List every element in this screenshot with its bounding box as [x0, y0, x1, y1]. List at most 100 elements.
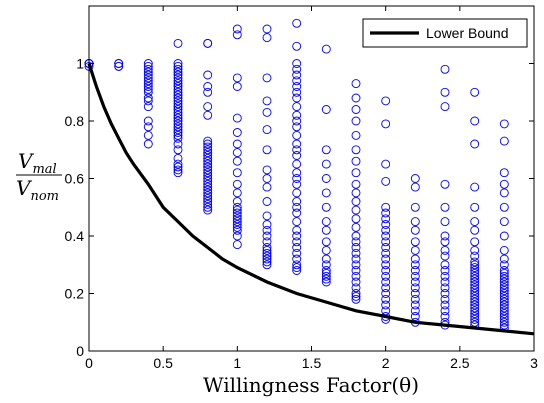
scatter-point: [203, 202, 213, 212]
scatter-point: [470, 260, 480, 270]
scatter-point: [499, 317, 509, 327]
scatter-point: [173, 90, 183, 100]
scatter-point: [173, 122, 183, 132]
scatter-point: [232, 197, 242, 206]
scatter-point: [499, 188, 509, 198]
scatter-point: [292, 64, 302, 74]
scatter-point: [470, 306, 480, 316]
scatter-point: [499, 274, 509, 284]
scatter-point: [321, 266, 331, 275]
scatter-point: [381, 119, 391, 129]
scatter-point: [410, 225, 420, 235]
scatter-point: [381, 254, 391, 264]
scatter-point: [173, 79, 183, 89]
scatter-point: [381, 277, 391, 287]
scatter-point: [321, 271, 331, 281]
scatter-point: [262, 73, 272, 83]
scatter-point: [203, 145, 213, 155]
scatter-point: [440, 87, 450, 97]
y-tick-label: 0.4: [65, 228, 85, 244]
scatter-point: [292, 110, 302, 120]
scatter-point: [292, 116, 302, 126]
scatter-point: [410, 237, 420, 247]
scatter-point: [499, 314, 509, 324]
scatter-point: [351, 248, 361, 258]
scatter-point: [351, 197, 361, 206]
y-tick-label: 0.2: [65, 286, 85, 302]
scatter-point: [232, 30, 242, 40]
scatter-point: [499, 260, 509, 270]
scatter-point: [499, 119, 509, 129]
scatter-point: [381, 231, 391, 241]
scatter-point: [292, 93, 302, 103]
scatter-point: [470, 300, 480, 310]
scatter-point: [381, 294, 391, 304]
scatter-point: [470, 289, 480, 298]
scatter-point: [351, 266, 361, 275]
scatter-point: [203, 153, 213, 163]
scatter-point: [173, 96, 183, 106]
scatter-point: [321, 145, 331, 155]
scatter-point: [292, 130, 302, 140]
scatter-point: [410, 182, 420, 192]
scatter-point: [232, 202, 242, 212]
scatter-point: [440, 289, 450, 298]
scatter-point: [410, 294, 420, 304]
x-axis-title: Willingness Factor(θ): [203, 373, 419, 397]
scatter-point: [381, 248, 391, 258]
scatter-point: [173, 119, 183, 129]
scatter-point: [203, 185, 213, 195]
scatter-point: [114, 59, 124, 68]
scatter-point: [321, 188, 331, 198]
scatter-point: [470, 303, 480, 313]
scatter-point: [381, 237, 391, 247]
scatter-point: [499, 297, 509, 307]
scatter-point: [292, 179, 302, 189]
scatter-point: [292, 70, 302, 80]
scatter-point: [292, 122, 302, 132]
scatter-point: [262, 251, 272, 261]
scatter-point: [351, 179, 361, 189]
scatter-point: [292, 168, 302, 178]
scatter-point: [381, 159, 391, 169]
scatter-point: [499, 300, 509, 310]
scatter-point: [351, 237, 361, 247]
scatter-point: [203, 142, 213, 152]
scatter-point: [321, 277, 331, 287]
scatter-markers: [84, 18, 509, 333]
scatter-point: [470, 314, 480, 324]
scatter-point: [470, 268, 480, 278]
scatter-point: [292, 59, 302, 68]
scatter-point: [440, 217, 450, 227]
scatter-point: [351, 283, 361, 293]
scatter-point: [440, 294, 450, 304]
scatter-point: [351, 130, 361, 140]
scatter-point: [499, 266, 509, 275]
scatter-point: [470, 317, 480, 327]
scatter-point: [470, 277, 480, 287]
scatter-point: [203, 156, 213, 166]
scatter-point: [292, 145, 302, 155]
scatter-point: [470, 257, 480, 267]
scatter-point: [203, 168, 213, 178]
scatter-point: [470, 116, 480, 126]
scatter-point: [499, 289, 509, 298]
scatter-point: [470, 283, 480, 293]
scatter-point: [410, 306, 420, 316]
scatter-point: [440, 237, 450, 247]
scatter-point: [262, 197, 272, 206]
scatter-point: [262, 237, 272, 247]
scatter-point: [292, 231, 302, 241]
scatter-point: [351, 289, 361, 298]
scatter-point: [351, 294, 361, 304]
scatter-point: [232, 225, 242, 235]
scatter-point: [173, 159, 183, 169]
scatter-point: [440, 179, 450, 189]
scatter-point: [173, 107, 183, 117]
scatter-point: [381, 96, 391, 106]
scatter-point: [173, 99, 183, 109]
scatter-point: [351, 145, 361, 155]
scatter-point: [321, 44, 331, 54]
scatter-point: [440, 260, 450, 270]
y-axis-denominator: Vnom: [16, 176, 59, 204]
